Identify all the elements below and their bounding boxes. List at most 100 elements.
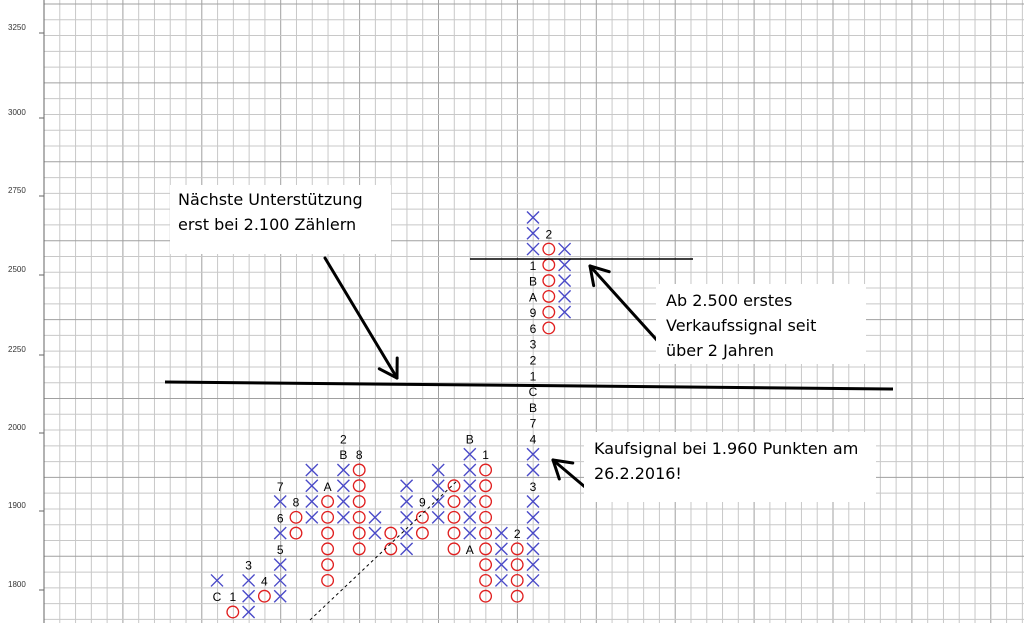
y-tick-label: 1800: [8, 580, 26, 589]
buy-arrow: [551, 458, 587, 489]
buy-annotation-line1: Kaufsignal bei 1.960 Punkten am: [594, 439, 859, 458]
box-label: A: [529, 290, 537, 304]
box-label: B: [529, 275, 537, 289]
x-mark: [273, 495, 287, 509]
x-mark: [305, 463, 319, 477]
x-mark: [273, 558, 287, 572]
box-label: 1: [482, 448, 489, 462]
o-mark: [510, 573, 524, 587]
box-label: B: [529, 401, 537, 415]
o-mark: [447, 479, 461, 493]
box-label: 4: [261, 574, 268, 588]
o-mark: [542, 321, 556, 335]
x-mark: [463, 463, 477, 477]
box-label: 8: [356, 448, 363, 462]
x-mark: [400, 479, 414, 493]
x-mark: [273, 526, 287, 540]
box-label: 4: [530, 432, 537, 446]
box-label: A: [324, 480, 332, 494]
o-mark: [510, 542, 524, 556]
box-label: C: [529, 385, 538, 399]
o-mark: [479, 558, 493, 572]
y-tick-label: 2250: [8, 345, 26, 354]
o-mark: [352, 542, 366, 556]
box-label: C: [213, 590, 222, 604]
y-tick-label: 1900: [8, 501, 26, 510]
box-label: 1: [530, 369, 537, 383]
x-mark: [463, 510, 477, 524]
box-label: A: [466, 543, 474, 557]
x-mark: [558, 242, 572, 256]
y-tick-label: 2500: [8, 265, 26, 274]
o-mark: [352, 463, 366, 477]
o-mark: [479, 589, 493, 603]
x-mark: [526, 211, 540, 224]
o-mark: [542, 305, 556, 319]
x-mark: [368, 526, 382, 540]
x-mark: [558, 289, 572, 303]
x-mark: [368, 510, 382, 524]
x-mark: [463, 495, 477, 509]
x-mark: [273, 589, 287, 603]
o-mark: [321, 542, 335, 556]
x-mark: [526, 542, 540, 556]
x-mark: [431, 510, 445, 524]
buy-annotation: Kaufsignal bei 1.960 Punkten am 26.2.201…: [584, 432, 876, 502]
o-mark: [479, 495, 493, 508]
o-mark: [542, 242, 556, 256]
o-mark: [226, 605, 240, 619]
o-mark: [352, 495, 366, 508]
x-mark: [463, 479, 477, 493]
signal-lines: [164, 258, 894, 621]
o-mark: [384, 526, 398, 540]
x-mark: [494, 558, 508, 572]
o-mark: [321, 558, 335, 572]
o-mark: [479, 463, 493, 477]
x-mark: [463, 526, 477, 540]
x-mark: [526, 242, 540, 256]
o-mark: [321, 573, 335, 587]
o-mark: [447, 542, 461, 556]
o-mark: [447, 526, 461, 540]
trend-line: [309, 479, 459, 621]
o-mark: [257, 589, 271, 603]
y-tick-label: 3000: [8, 108, 26, 117]
x-mark: [558, 305, 572, 319]
sell-annotation-line2: Verkaufssignal seit: [666, 316, 817, 335]
box-label: 7: [530, 417, 537, 431]
y-tick-label: 3250: [8, 23, 26, 32]
o-mark: [479, 510, 493, 524]
x-mark: [400, 542, 414, 556]
x-mark: [400, 526, 414, 540]
box-label: 2: [514, 527, 521, 541]
o-mark: [479, 542, 493, 556]
o-mark: [479, 526, 493, 540]
o-mark: [447, 495, 461, 508]
box-label: 3: [530, 480, 537, 494]
support-annotation-line2: erst bei 2.100 Zählern: [178, 215, 357, 234]
o-mark: [321, 526, 335, 540]
box-label: 1: [530, 259, 537, 273]
x-mark: [431, 495, 445, 509]
x-mark: [526, 463, 540, 477]
x-mark: [305, 495, 319, 509]
x-mark: [210, 573, 224, 587]
o-mark: [352, 479, 366, 493]
o-mark: [289, 510, 303, 524]
support-line: [164, 380, 894, 391]
x-mark: [526, 558, 540, 572]
x-mark: [494, 542, 508, 556]
x-mark: [526, 226, 540, 240]
o-mark: [321, 495, 335, 508]
box-label: 9: [419, 496, 426, 510]
buy-annotation-line2: 26.2.2016!: [594, 464, 682, 483]
o-mark: [289, 526, 303, 540]
x-mark: [242, 605, 256, 619]
box-label: 3: [530, 338, 537, 352]
box-label: 9: [530, 306, 537, 320]
y-tick-label: 2750: [8, 186, 26, 195]
o-mark: [479, 479, 493, 493]
x-mark: [273, 573, 287, 587]
